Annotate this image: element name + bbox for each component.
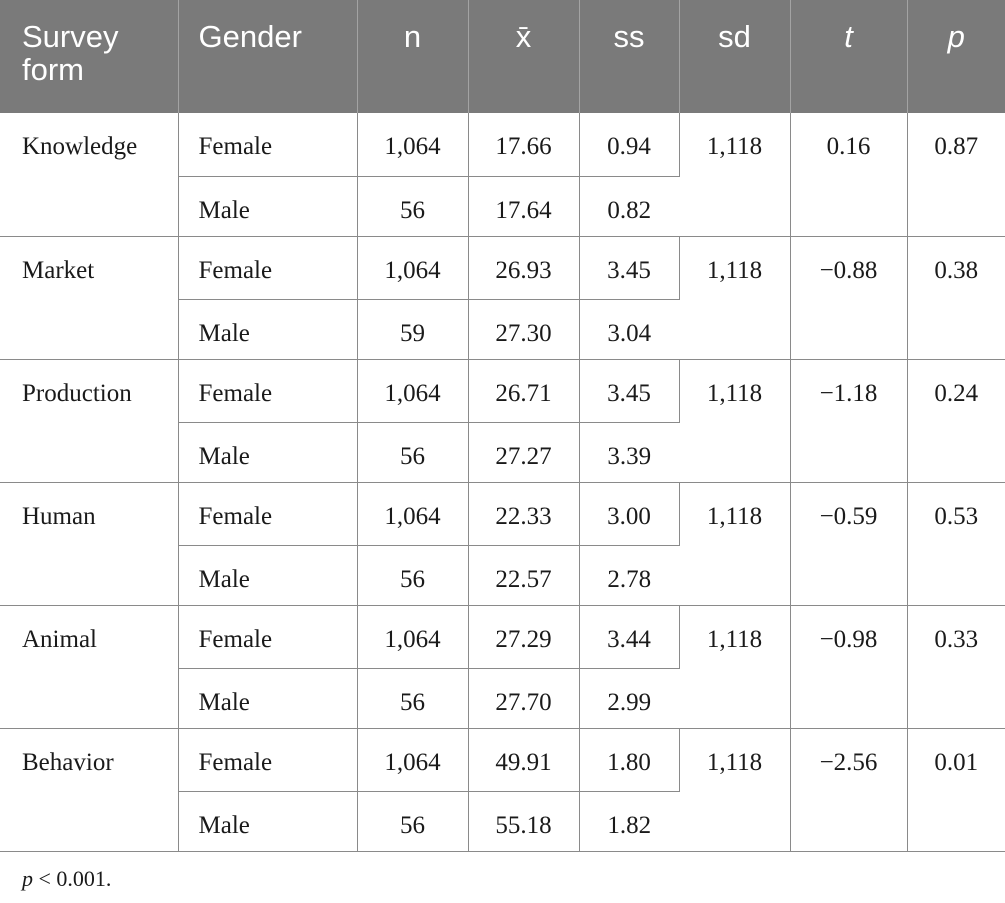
table-row: Knowledge Female 1,064 17.66 0.94 1,118 … [0,113,1005,237]
gender-cell: Female [178,482,358,546]
footnote-text: < 0.001. [33,866,112,891]
table-row: Male 56 22.57 2.78 [0,545,1005,606]
p-cell: 0.87 [907,113,1005,237]
table-row: Market Female 1,064 26.93 3.45 1,118 −0.… [0,236,1005,360]
n-cell: 1,064 [357,728,469,792]
n-cell: 56 [357,176,469,237]
gender-cell: Male [178,668,358,729]
mean-cell: 22.57 [468,545,580,606]
p-cell: 0.53 [907,482,1005,606]
sd-cell: 1,118 [679,482,791,606]
gender-cell: Female [178,359,358,423]
survey-form-cell: Behavior [0,728,179,852]
n-cell: 56 [357,668,469,729]
header-p: p [907,0,1005,113]
ss-cell: 0.82 [579,176,679,237]
t-cell: 0.16 [790,113,908,237]
t-cell: −0.88 [790,236,908,360]
p-cell: 0.01 [907,728,1005,852]
ss-cell: 1.82 [579,791,679,852]
p-cell: 0.24 [907,359,1005,483]
gender-cell: Female [178,113,358,177]
survey-form-cell: Production [0,359,179,483]
ss-cell: 3.04 [579,299,679,360]
ss-cell: 3.00 [579,482,680,546]
survey-form-cell: Human [0,482,179,606]
results-table: Survey form Gender n x̄ ss sd t p Knowle… [0,0,1005,852]
n-cell: 1,064 [357,359,469,423]
sd-cell: 1,118 [679,728,791,852]
gender-cell: Male [178,299,358,360]
sd-cell: 1,118 [679,605,791,729]
n-cell: 56 [357,791,469,852]
ss-cell: 0.94 [579,113,680,177]
sd-cell: 1,118 [679,359,791,483]
table-row: Male 56 17.64 0.82 [0,176,1005,237]
sd-cell: 1,118 [679,113,791,237]
mean-cell: 22.33 [468,482,580,546]
mean-cell: 55.18 [468,791,580,852]
survey-form-cell: Market [0,236,179,360]
gender-cell: Male [178,791,358,852]
gender-cell: Female [178,236,358,300]
header-ss: ss [579,0,680,113]
table-footnote: p < 0.001. [22,866,111,892]
sd-cell: 1,118 [679,236,791,360]
table-row: Male 56 27.27 3.39 [0,422,1005,483]
table-row: Male 56 55.18 1.82 [0,791,1005,852]
header-gender: Gender [178,0,358,113]
mean-cell: 27.29 [468,605,580,669]
table-row: Production Female 1,064 26.71 3.45 1,118… [0,359,1005,483]
header-survey-form: Survey form [0,0,179,113]
n-cell: 59 [357,299,469,360]
header-row: Survey form Gender n x̄ ss sd t p [0,0,1005,113]
gender-cell: Female [178,605,358,669]
ss-cell: 3.39 [579,422,679,483]
header-mean: x̄ [468,0,580,113]
mean-cell: 27.70 [468,668,580,729]
n-cell: 1,064 [357,605,469,669]
footnote-symbol: p [22,866,33,891]
mean-cell: 17.66 [468,113,580,177]
t-cell: −2.56 [790,728,908,852]
table-row: Male 56 27.70 2.99 [0,668,1005,729]
table-row: Human Female 1,064 22.33 3.00 1,118 −0.5… [0,482,1005,606]
table-row: Male 59 27.30 3.04 [0,299,1005,360]
gender-cell: Male [178,422,358,483]
mean-cell: 27.27 [468,422,580,483]
n-cell: 1,064 [357,236,469,300]
table-row: Animal Female 1,064 27.29 3.44 1,118 −0.… [0,605,1005,729]
ss-cell: 3.45 [579,236,680,300]
t-cell: −0.59 [790,482,908,606]
mean-cell: 26.71 [468,359,580,423]
n-cell: 56 [357,545,469,606]
n-cell: 1,064 [357,482,469,546]
gender-cell: Male [178,545,358,606]
header-n: n [357,0,469,113]
gender-cell: Male [178,176,358,237]
p-cell: 0.33 [907,605,1005,729]
mean-cell: 17.64 [468,176,580,237]
n-cell: 1,064 [357,113,469,177]
header-t: t [790,0,908,113]
ss-cell: 1.80 [579,728,680,792]
ss-cell: 3.44 [579,605,680,669]
ss-cell: 2.78 [579,545,679,606]
t-cell: −1.18 [790,359,908,483]
p-cell: 0.38 [907,236,1005,360]
t-cell: −0.98 [790,605,908,729]
gender-cell: Female [178,728,358,792]
n-cell: 56 [357,422,469,483]
header-sd: sd [679,0,791,113]
survey-form-cell: Knowledge [0,113,179,237]
table-row: Behavior Female 1,064 49.91 1.80 1,118 −… [0,728,1005,852]
mean-cell: 26.93 [468,236,580,300]
ss-cell: 3.45 [579,359,680,423]
ss-cell: 2.99 [579,668,679,729]
mean-cell: 27.30 [468,299,580,360]
survey-form-cell: Animal [0,605,179,729]
mean-cell: 49.91 [468,728,580,792]
